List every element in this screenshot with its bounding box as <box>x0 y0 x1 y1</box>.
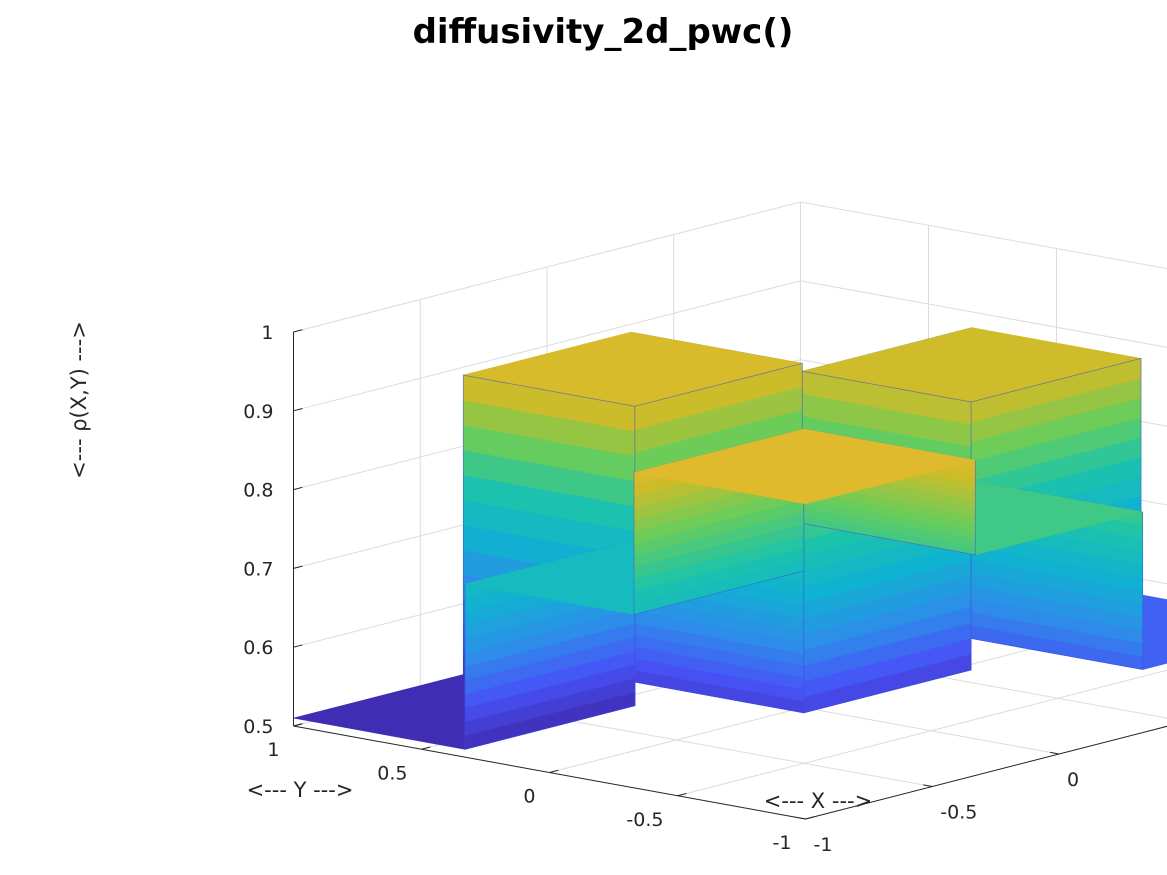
z-tick-mark <box>293 408 303 412</box>
z-tick-mark <box>293 723 303 727</box>
y-tick-mark <box>421 746 431 750</box>
y-tick-mark <box>549 769 559 773</box>
z-tick-label: 0.7 <box>243 558 273 580</box>
y-tick-label: 0.5 <box>377 762 407 784</box>
grid-line <box>293 280 1167 412</box>
grid-line <box>293 359 1167 491</box>
z-tick-label: 0.6 <box>243 637 273 659</box>
x-tick-mark <box>923 784 933 787</box>
z-tick-label: 1 <box>261 322 273 344</box>
y-tick-mark <box>677 792 687 797</box>
grid-line <box>677 669 1167 797</box>
z-axis-label: <--- ρ(X,Y) ---> <box>67 321 91 479</box>
chart-title: diffusivity_2d_pwc() <box>413 12 794 52</box>
z-tick-mark <box>293 565 303 569</box>
surface <box>293 327 1167 750</box>
x-tick-mark <box>796 816 806 820</box>
y-tick-label: 0 <box>523 786 535 808</box>
tick-labels: -1-0.500.51-1-0.500.510.50.60.70.80.91 <box>243 322 1079 856</box>
z-tick-label: 0.9 <box>243 401 273 423</box>
y-tick-mark <box>805 816 815 820</box>
y-tick-label: 1 <box>267 739 279 761</box>
y-axis-label: <--- Y ---> <box>247 778 354 802</box>
x-axis-label: <--- X ---> <box>764 789 872 813</box>
axes <box>293 329 1167 820</box>
z-tick-label: 0.8 <box>243 480 273 502</box>
x-tick-mark <box>1049 751 1060 755</box>
x-tick-label: -1 <box>814 834 833 856</box>
z-tick-mark <box>293 644 303 648</box>
y-tick-label: -1 <box>773 832 792 854</box>
y-tick-label: -0.5 <box>626 809 663 831</box>
x-tick-label: 0 <box>1067 769 1079 791</box>
x-tick-label: -0.5 <box>940 802 977 824</box>
grid-line <box>293 201 1167 333</box>
z-tick-mark <box>293 486 303 491</box>
surface-top <box>633 428 976 505</box>
z-tick-mark <box>293 329 303 333</box>
z-tick-label: 0.5 <box>243 716 273 738</box>
